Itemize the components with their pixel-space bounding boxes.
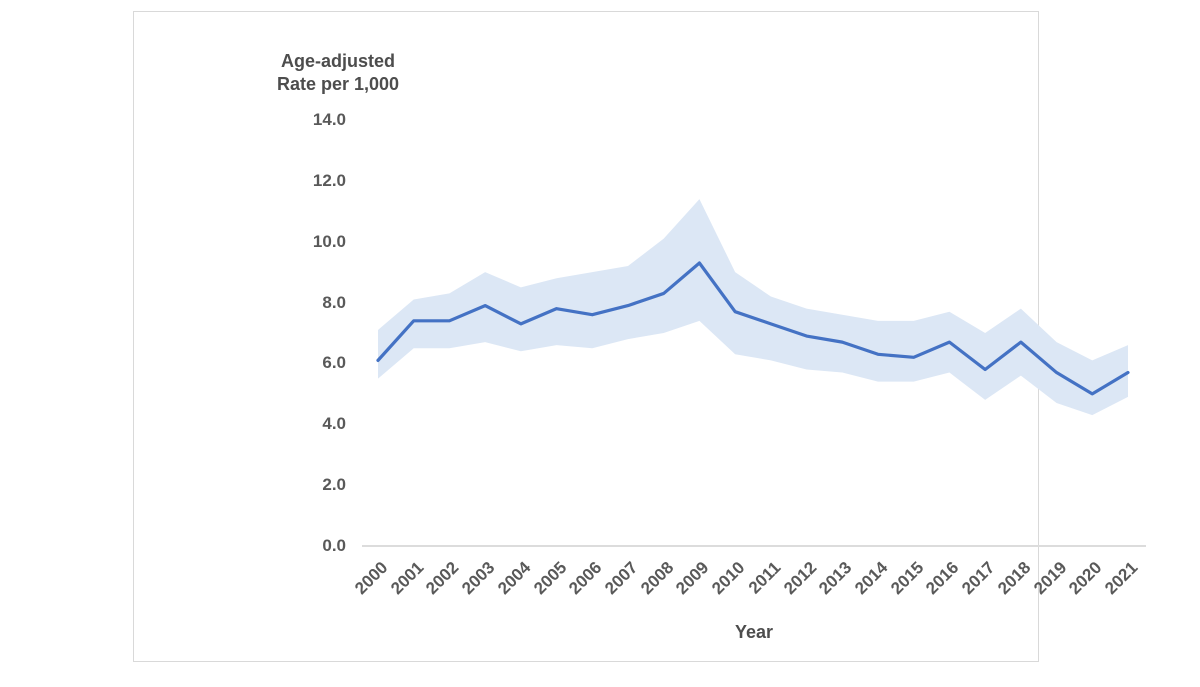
y-tick-label: 4.0 [322,414,346,434]
y-tick-label: 12.0 [312,170,346,190]
y-tick-label: 8.0 [322,292,346,312]
y-tick-label: 0.0 [322,536,346,555]
x-axis-title: Year [734,622,774,642]
y-tick-label: 2.0 [322,475,346,495]
rate-line [376,261,1130,396]
y-axis-title: Age-adjusted Rate per 1,000 [276,51,400,94]
y-tick-label: 10.0 [312,231,346,251]
y-tick-label: 14.0 [312,109,346,129]
confidence-band [378,199,1128,416]
y-tick-label: 6.0 [322,353,346,373]
chart-card: Age-adjusted Rate per 1,000 0.0 2.0 4.0 6.0… [133,11,1146,662]
x-axis-line [362,545,1146,547]
